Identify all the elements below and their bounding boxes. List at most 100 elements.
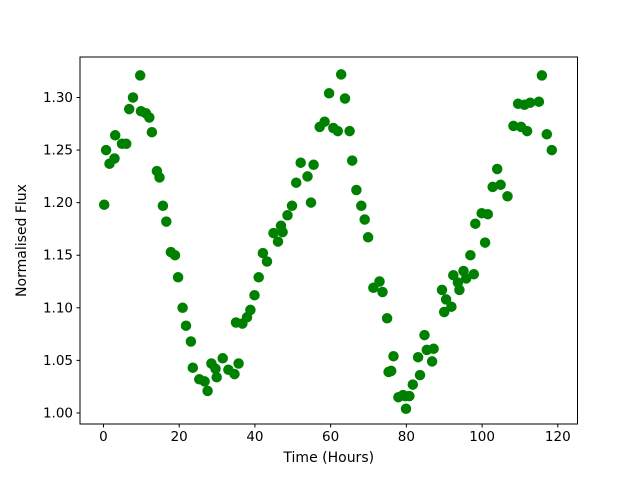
data-point (261, 256, 273, 267)
data-point (123, 103, 135, 115)
y-tick-label: 1.10 (43, 300, 73, 316)
data-point (154, 172, 165, 183)
data-point (282, 210, 293, 221)
data-point (404, 390, 415, 402)
data-point (323, 88, 335, 99)
data-point (479, 237, 491, 248)
data-point (524, 97, 536, 108)
y-tick-label: 1.20 (43, 195, 73, 211)
x-axis-ticks: 0 20 40 60 80 100 120 (99, 424, 571, 445)
data-point (335, 69, 347, 80)
data-point (249, 289, 260, 301)
plot-area (79, 56, 578, 425)
data-point (109, 153, 120, 164)
data-point (546, 144, 558, 156)
data-point (211, 371, 222, 383)
y-tick-label: 1.30 (43, 90, 73, 106)
data-point (381, 313, 393, 324)
data-point (202, 385, 213, 397)
data-point (100, 144, 112, 156)
data-point (277, 226, 288, 238)
data-point (470, 218, 481, 229)
data-point (134, 70, 146, 81)
data-point (541, 129, 553, 140)
data-point (290, 177, 302, 188)
data-point (374, 276, 385, 287)
data-point (428, 343, 439, 355)
data-point (169, 249, 181, 261)
data-point (491, 163, 503, 175)
data-point (533, 96, 545, 107)
data-point (377, 286, 388, 298)
data-point (446, 301, 457, 312)
data-point (419, 329, 430, 341)
data-point (536, 70, 548, 81)
data-point (185, 336, 197, 347)
data-point (440, 294, 452, 305)
data-point (385, 365, 397, 377)
data-point (521, 125, 533, 137)
data-point (172, 272, 184, 283)
data-point (268, 227, 279, 239)
data-point (414, 369, 426, 381)
data-point (302, 171, 313, 182)
data-point (426, 356, 438, 367)
data-point (319, 116, 330, 127)
data-point (161, 216, 172, 227)
data-point (388, 350, 399, 362)
data-point (351, 184, 362, 196)
data-point (356, 200, 367, 212)
data-point (127, 92, 139, 103)
data-point (436, 284, 448, 296)
data-point (109, 130, 121, 141)
data-point (454, 284, 465, 296)
data-point (495, 179, 506, 191)
data-point (144, 112, 155, 123)
x-tick-label: 20 (171, 429, 188, 445)
data-point (98, 199, 110, 210)
y-tick-label: 1.05 (43, 353, 73, 369)
data-point (146, 126, 158, 138)
y-axis-ticks: 1.00 1.05 1.10 1.15 1.20 1.25 1.30 (43, 90, 80, 421)
data-point (199, 376, 210, 387)
data-point (187, 362, 199, 373)
data-points (98, 69, 558, 415)
data-point (229, 368, 240, 380)
data-point (332, 125, 344, 137)
data-point (157, 200, 169, 212)
data-point (346, 155, 358, 166)
data-point (468, 268, 480, 280)
data-point (465, 249, 476, 261)
data-point (502, 191, 513, 202)
data-point (295, 157, 306, 168)
y-axis-label: Normalised Flux (14, 184, 30, 297)
y-tick-label: 1.25 (43, 143, 73, 159)
data-point (120, 138, 132, 150)
data-point (308, 159, 319, 171)
data-point (359, 214, 370, 225)
data-point (412, 351, 424, 363)
data-point (344, 125, 355, 137)
x-tick-label: 100 (469, 429, 495, 445)
data-point (362, 232, 374, 243)
data-point (339, 93, 351, 104)
y-tick-label: 1.00 (43, 405, 73, 421)
data-point (253, 272, 264, 283)
data-point (217, 353, 228, 364)
x-axis-label: Time (Hours) (282, 450, 374, 466)
x-tick-label: 40 (246, 429, 263, 445)
data-point (286, 200, 298, 212)
data-point (305, 197, 317, 208)
data-point (400, 403, 412, 415)
data-point (210, 363, 221, 375)
x-tick-label: 80 (398, 429, 415, 445)
x-tick-label: 120 (545, 429, 571, 445)
data-point (272, 236, 284, 247)
data-point (257, 247, 269, 259)
data-point (233, 358, 244, 369)
y-tick-label: 1.15 (43, 248, 73, 264)
data-point (407, 379, 419, 390)
x-tick-label: 0 (99, 429, 108, 445)
